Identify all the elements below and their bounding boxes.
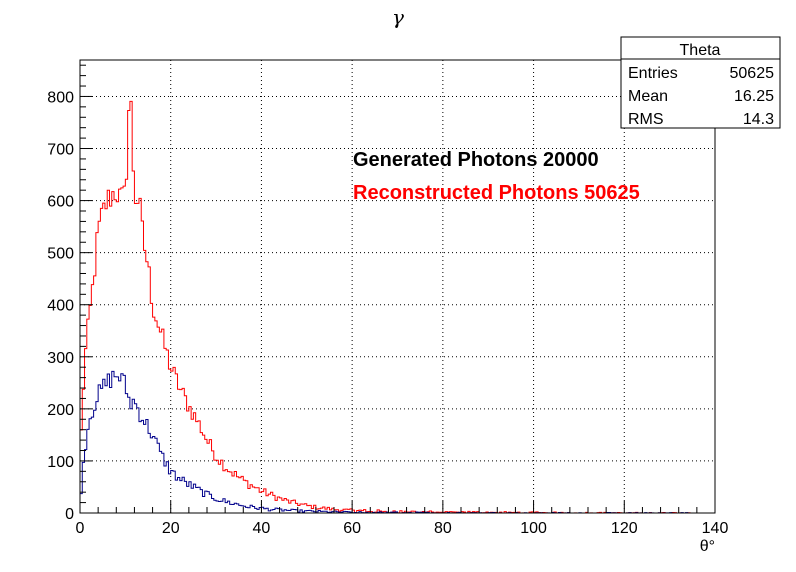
plot-frame xyxy=(79,59,716,514)
x-tick-label: 60 xyxy=(343,520,361,537)
axis-ticks xyxy=(79,64,716,514)
stats-label-rms: RMS xyxy=(628,111,664,128)
y-tick-label: 600 xyxy=(47,194,74,211)
x-tick-label: 0 xyxy=(76,520,85,537)
y-tick-label: 100 xyxy=(47,454,74,471)
stats-label-mean: Mean xyxy=(628,88,668,105)
y-tick-label: 0 xyxy=(65,506,74,523)
stats-value-entries: 50625 xyxy=(730,65,775,82)
tick-labels: 0 20 40 60 80 100 120 140 0 100 200 300 400 500 600 700… xyxy=(47,89,728,537)
y-tick-label: 800 xyxy=(47,89,74,106)
stats-value-mean: 16.25 xyxy=(734,88,774,105)
annotation-generated: Generated Photons 20000 xyxy=(353,149,599,171)
y-tick-label: 200 xyxy=(47,402,74,419)
stats-value-rms: 14.3 xyxy=(743,111,774,128)
x-tick-label: 120 xyxy=(611,520,638,537)
series-generated-line xyxy=(79,370,693,514)
y-tick-label: 500 xyxy=(47,246,74,263)
x-tick-label: 40 xyxy=(253,520,271,537)
grid-lines xyxy=(80,60,715,513)
y-tick-label: 300 xyxy=(47,350,74,367)
x-axis-label: θ° xyxy=(700,538,715,555)
stats-box-title: Theta xyxy=(680,42,721,59)
x-tick-label: 100 xyxy=(520,520,547,537)
stats-label-entries: Entries xyxy=(628,65,678,82)
stats-box-frame xyxy=(620,36,781,129)
y-tick-label: 400 xyxy=(47,298,74,315)
x-tick-label: 20 xyxy=(162,520,180,537)
y-tick-label: 700 xyxy=(47,142,74,159)
stats-box: Theta Entries 50625 Mean 16.25 RMS 14.3 xyxy=(620,36,781,129)
chart-title: γ xyxy=(392,5,404,29)
x-tick-label: 80 xyxy=(434,520,452,537)
x-tick-label: 140 xyxy=(702,520,729,537)
annotation-reconstructed: Reconstructed Photons 50625 xyxy=(353,182,640,204)
